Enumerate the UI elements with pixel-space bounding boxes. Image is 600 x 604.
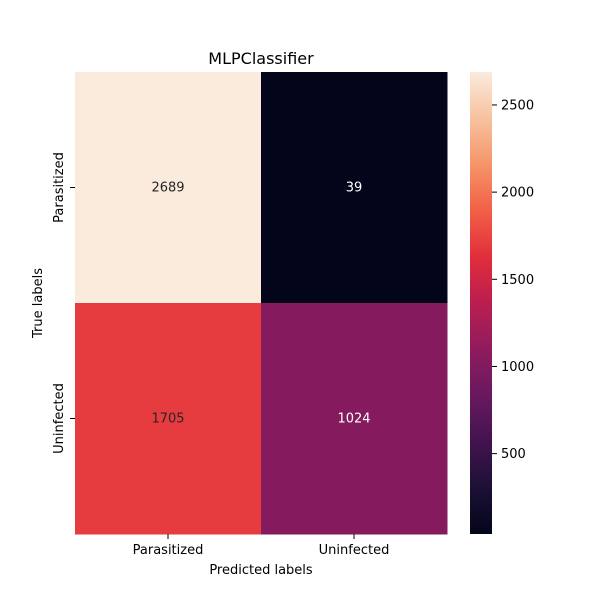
chart-title: MLPClassifier <box>208 49 314 68</box>
heatmap-cells <box>75 72 448 535</box>
heatmap-cell <box>75 303 262 535</box>
colorbar-tick-label: 2000 <box>501 186 534 201</box>
colorbar-gradient <box>470 72 492 534</box>
x-axis-label: Predicted labels <box>209 563 313 578</box>
colorbar-tick-label: 500 <box>501 447 526 462</box>
heatmap-cell-labels: 2689 39 1705 1024 <box>151 181 370 427</box>
cell-value-label: 39 <box>346 181 363 196</box>
y-axis: Parasitized Uninfected <box>52 152 75 454</box>
x-tick-label: Parasitized <box>133 543 204 558</box>
y-tick-label: Uninfected <box>52 383 67 454</box>
cell-value-label: 2689 <box>151 181 184 196</box>
colorbar-tick-label: 2500 <box>501 98 534 113</box>
x-tick-label: Uninfected <box>319 543 390 558</box>
x-axis: Parasitized Uninfected <box>133 534 390 558</box>
colorbar-tick-label: 1500 <box>501 273 534 288</box>
cell-value-label: 1024 <box>337 412 370 427</box>
colorbar-tick-label: 1000 <box>501 360 534 375</box>
y-tick-label: Parasitized <box>52 152 67 223</box>
heatmap-cell <box>75 72 262 304</box>
colorbar: 500 1000 1500 2000 2500 <box>470 72 534 534</box>
heatmap-cell <box>261 303 448 535</box>
cell-value-label: 1705 <box>151 412 184 427</box>
heatmap-cell <box>261 72 448 304</box>
y-axis-label: True labels <box>31 268 46 339</box>
